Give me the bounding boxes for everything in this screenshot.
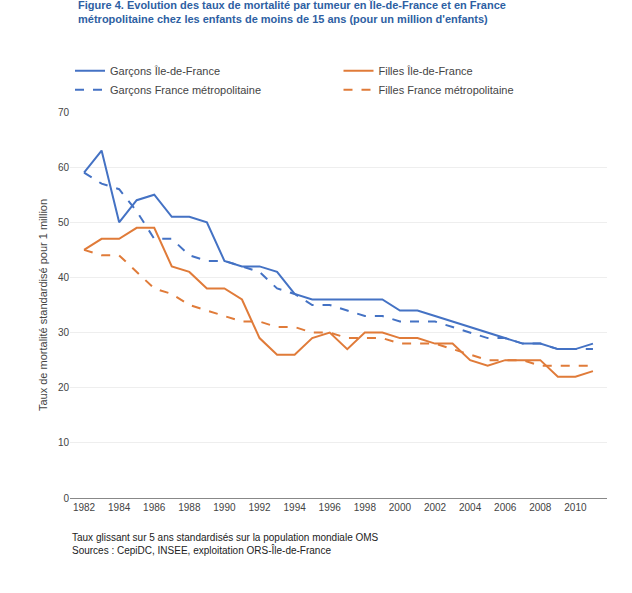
- svg-text:70: 70: [58, 107, 70, 118]
- svg-text:1992: 1992: [248, 502, 271, 513]
- svg-text:Filles Île-de-France: Filles Île-de-France: [379, 65, 473, 77]
- svg-text:2004: 2004: [459, 502, 482, 513]
- svg-text:2008: 2008: [529, 502, 552, 513]
- svg-text:Figure 4. Evolution des taux d: Figure 4. Evolution des taux de mortalit…: [78, 0, 506, 25]
- svg-text:Filles France métropolitaine: Filles France métropolitaine: [379, 84, 514, 96]
- svg-text:1994: 1994: [284, 502, 307, 513]
- svg-text:1996: 1996: [319, 502, 342, 513]
- svg-text:2002: 2002: [424, 502, 447, 513]
- svg-text:2010: 2010: [564, 502, 587, 513]
- svg-text:1982: 1982: [73, 502, 96, 513]
- svg-text:20: 20: [58, 382, 70, 393]
- svg-text:1990: 1990: [213, 502, 236, 513]
- svg-text:Taux glissant sur 5 ans standa: Taux glissant sur 5 ans standardisés sur…: [72, 532, 379, 556]
- svg-text:1986: 1986: [143, 502, 166, 513]
- svg-text:2006: 2006: [494, 502, 517, 513]
- svg-text:1984: 1984: [108, 502, 131, 513]
- svg-text:60: 60: [58, 162, 70, 173]
- svg-text:2000: 2000: [389, 502, 412, 513]
- svg-text:1998: 1998: [354, 502, 377, 513]
- svg-text:30: 30: [58, 327, 70, 338]
- svg-text:50: 50: [58, 217, 70, 228]
- svg-text:Taux de mortalité standardisé: Taux de mortalité standardisé pour 1 mil…: [37, 199, 49, 411]
- svg-text:0: 0: [63, 493, 69, 504]
- svg-text:Garçons France métropolitaine: Garçons France métropolitaine: [110, 84, 261, 96]
- svg-text:40: 40: [58, 272, 70, 283]
- svg-text:10: 10: [58, 437, 70, 448]
- svg-text:1988: 1988: [178, 502, 201, 513]
- svg-text:Garçons Île-de-France: Garçons Île-de-France: [110, 65, 220, 77]
